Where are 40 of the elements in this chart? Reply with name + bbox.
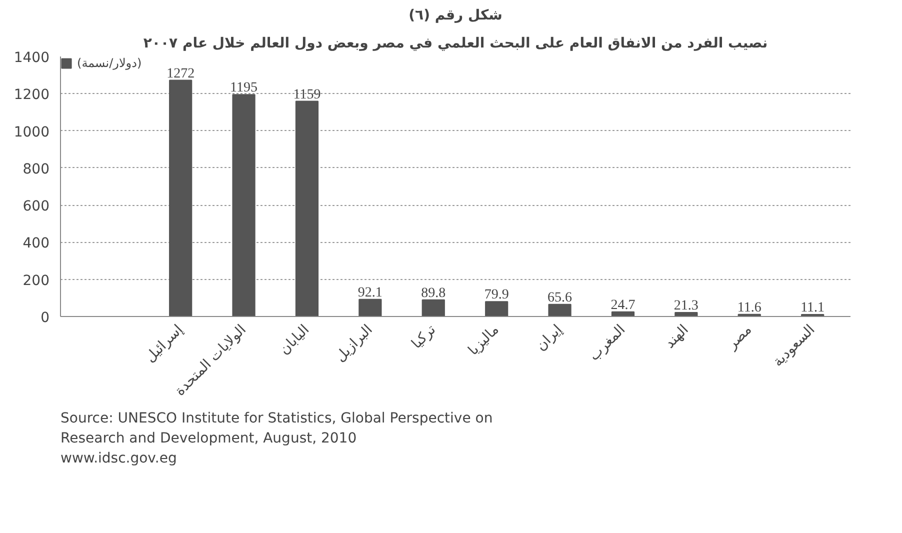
- x-tick-label: مصر: [724, 322, 756, 354]
- bar: [295, 100, 319, 316]
- y-tick-label: 1400: [14, 50, 50, 66]
- bar: [358, 298, 382, 316]
- x-tick-label: تركيا: [408, 322, 440, 352]
- y-tick-label: 800: [22, 161, 50, 178]
- data-label: 92.1: [358, 285, 382, 300]
- y-tick-label: 400: [22, 236, 50, 252]
- legend-label: (دولار/نسمة): [77, 56, 142, 70]
- data-label: 21.3: [674, 298, 698, 314]
- data-label: 11.6: [737, 300, 762, 316]
- data-label: 79.9: [484, 288, 509, 303]
- data-label: 11.1: [800, 300, 825, 316]
- chart-subtitle: نصيب الفرد من الانفاق العام على البحث العلمي في مصر وبعض دول العالم خلال عام ٢٠٠٧: [143, 36, 768, 52]
- bar: [422, 299, 445, 316]
- x-tick-label: ماليزيا: [465, 322, 502, 359]
- x-tick-label: البرازيل: [332, 322, 376, 366]
- data-label: 1159: [293, 87, 321, 102]
- bar: [485, 301, 508, 316]
- data-label: 24.7: [610, 298, 636, 313]
- data-label: 1272: [166, 66, 195, 82]
- x-tick-label: المغرب: [586, 322, 629, 364]
- y-tick-label: 1000: [14, 124, 50, 140]
- y-tick-label: 0: [40, 310, 50, 326]
- x-tick-label: إيران: [533, 322, 566, 354]
- bar: [169, 80, 192, 316]
- data-label: 65.6: [548, 290, 572, 306]
- y-tick-label: 200: [22, 272, 50, 289]
- y-tick-label: 600: [22, 198, 50, 215]
- x-tick-label: الهند: [662, 322, 692, 352]
- bar: [674, 312, 698, 316]
- data-label: 1195: [230, 80, 258, 96]
- y-tick-label: 1200: [14, 87, 50, 104]
- chart-title: شكل رقم (٦): [408, 8, 502, 24]
- text: www.idsc.gov.eg: [60, 450, 177, 466]
- bar: [232, 94, 256, 316]
- bar: [548, 304, 572, 316]
- data-label: 89.8: [421, 286, 446, 301]
- x-tick-label: اليابان: [276, 322, 313, 358]
- x-tick-label: السعودية: [770, 322, 818, 370]
